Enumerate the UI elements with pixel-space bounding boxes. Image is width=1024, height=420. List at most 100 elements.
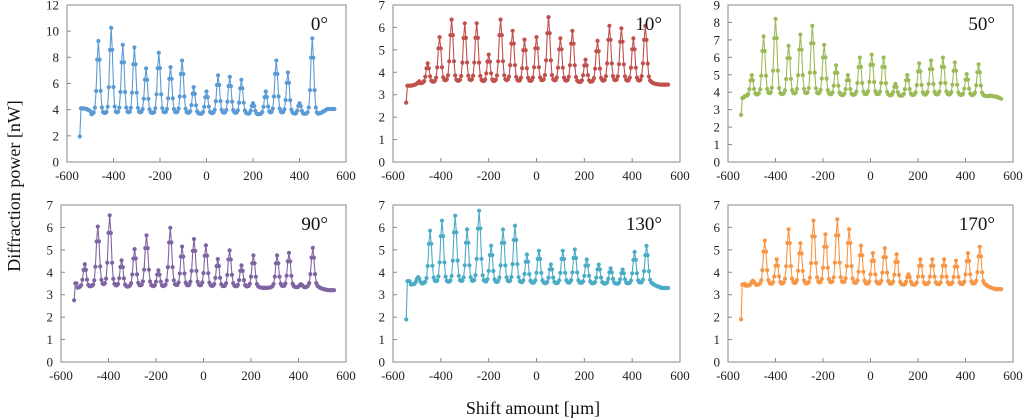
data-point	[218, 275, 223, 280]
data-point	[289, 273, 294, 278]
y-tick-label: 3	[47, 287, 54, 302]
data-point	[787, 56, 792, 61]
data-point	[477, 60, 482, 65]
data-point	[260, 109, 265, 115]
data-point	[932, 274, 937, 279]
data-point	[926, 81, 931, 87]
data-point	[224, 107, 229, 113]
data-point	[861, 269, 866, 274]
data-point	[176, 280, 181, 285]
y-tick-label: 4	[714, 265, 721, 280]
data-point	[128, 105, 133, 110]
data-point	[404, 317, 409, 322]
data-point	[583, 57, 588, 62]
data-point	[310, 36, 315, 41]
data-point	[80, 277, 85, 282]
data-point	[805, 90, 810, 95]
data-point	[953, 68, 959, 73]
data-point	[622, 74, 628, 79]
data-point	[188, 109, 193, 114]
x-tick-label: -200	[144, 368, 168, 383]
data-point	[964, 72, 969, 77]
data-point	[931, 81, 936, 87]
data-point	[191, 237, 197, 242]
data-point	[937, 89, 942, 94]
data-point	[225, 99, 230, 104]
data-point	[618, 277, 623, 282]
data-point	[504, 275, 509, 280]
data-point	[118, 89, 123, 95]
data-point	[462, 21, 467, 26]
data-point	[860, 253, 865, 258]
y-tick-label: 6	[714, 50, 721, 65]
data-point	[460, 278, 465, 283]
data-point	[169, 76, 174, 81]
data-point	[584, 257, 589, 262]
data-point	[271, 94, 276, 99]
data-point	[191, 85, 196, 90]
data-point	[235, 108, 240, 113]
data-point	[587, 273, 592, 278]
data-point	[594, 275, 599, 280]
data-point	[566, 74, 571, 79]
data-point	[573, 255, 579, 261]
data-point	[943, 80, 948, 86]
data-point	[266, 104, 271, 109]
data-point	[796, 73, 801, 78]
data-point	[164, 106, 170, 112]
data-point	[159, 92, 164, 97]
data-point	[133, 62, 138, 67]
data-point	[471, 73, 476, 78]
data-point	[807, 70, 813, 75]
data-point	[536, 248, 542, 253]
data-point	[843, 276, 848, 281]
data-point	[447, 59, 452, 64]
data-point	[227, 74, 232, 79]
data-point	[961, 91, 966, 96]
series-line	[79, 27, 335, 137]
data-point	[968, 272, 973, 277]
data-point	[274, 58, 279, 63]
data-point	[157, 272, 162, 277]
data-point	[620, 267, 625, 272]
data-point	[942, 257, 947, 262]
x-tick-label: 0	[533, 168, 540, 183]
data-point	[119, 258, 124, 263]
data-point	[759, 278, 764, 283]
y-tick-label: 6	[379, 220, 386, 235]
data-point	[784, 264, 789, 269]
x-tick-label: 0	[867, 168, 874, 183]
data-point	[134, 272, 140, 277]
data-point	[533, 278, 538, 283]
data-point	[781, 280, 786, 285]
data-point	[596, 262, 601, 267]
panel-angle-label: 10°	[635, 14, 662, 35]
data-point	[842, 91, 847, 96]
data-point	[854, 89, 859, 94]
data-point	[503, 263, 508, 268]
x-tick-label: -200	[811, 368, 835, 383]
data-point	[823, 55, 828, 60]
data-point	[140, 279, 145, 284]
data-point	[622, 277, 628, 282]
y-tick-label: 3	[714, 102, 721, 117]
data-point	[107, 213, 112, 218]
data-point	[130, 90, 135, 95]
x-tick-label: 600	[1003, 368, 1023, 383]
data-point	[967, 86, 972, 91]
data-point	[563, 270, 568, 275]
data-point	[813, 86, 819, 91]
data-point	[520, 66, 525, 71]
data-point	[142, 267, 147, 272]
data-point	[806, 279, 811, 285]
data-point	[832, 260, 838, 265]
data-point	[857, 55, 862, 60]
data-point	[212, 282, 217, 287]
data-point	[466, 73, 471, 78]
data-point	[91, 110, 96, 115]
data-point	[77, 134, 82, 139]
data-point	[634, 271, 640, 276]
data-point	[806, 86, 811, 91]
data-point	[639, 74, 644, 79]
data-point	[516, 275, 521, 280]
